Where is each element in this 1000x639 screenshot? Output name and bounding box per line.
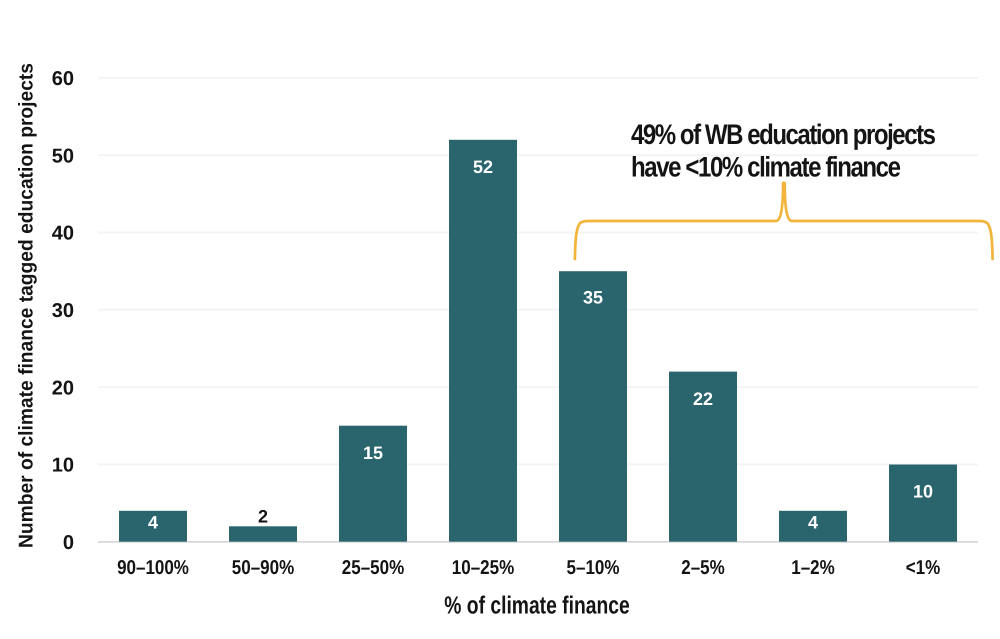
- svg-text:2: 2: [258, 507, 268, 527]
- svg-text:20: 20: [52, 377, 74, 399]
- svg-text:90–100%: 90–100%: [117, 556, 189, 578]
- svg-text:4: 4: [808, 512, 818, 532]
- svg-text:25–50%: 25–50%: [342, 556, 404, 578]
- svg-text:50: 50: [52, 145, 74, 167]
- svg-text:10: 10: [52, 455, 74, 477]
- svg-text:30: 30: [52, 300, 74, 322]
- svg-text:Number of climate finance tagg: Number of climate finance tagged educati…: [16, 63, 38, 548]
- svg-text:10: 10: [913, 482, 933, 502]
- svg-text:50–90%: 50–90%: [232, 556, 294, 578]
- svg-text:0: 0: [63, 532, 74, 554]
- svg-text:2–5%: 2–5%: [681, 556, 724, 578]
- svg-text:15: 15: [363, 443, 383, 463]
- svg-text:<1%: <1%: [906, 556, 941, 578]
- svg-text:% of climate finance: % of climate finance: [444, 592, 629, 619]
- svg-text:49% of WB education projects: 49% of WB education projects: [631, 119, 936, 151]
- svg-text:35: 35: [583, 288, 603, 308]
- svg-text:4: 4: [148, 512, 158, 532]
- svg-text:10–25%: 10–25%: [452, 556, 514, 578]
- svg-text:22: 22: [693, 389, 713, 409]
- svg-text:1–2%: 1–2%: [791, 556, 834, 578]
- svg-text:5–10%: 5–10%: [567, 556, 620, 578]
- svg-text:60: 60: [52, 68, 74, 90]
- svg-text:40: 40: [52, 223, 74, 245]
- svg-text:52: 52: [473, 157, 493, 177]
- svg-text:have <10% climate finance: have <10% climate finance: [631, 152, 901, 184]
